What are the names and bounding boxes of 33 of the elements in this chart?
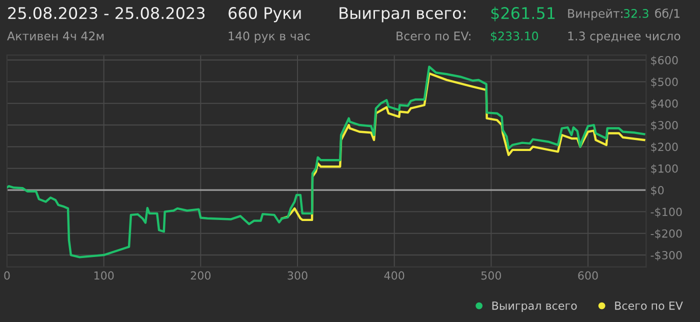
y-tick-label: $100	[651, 164, 678, 174]
y-tick-label: $400	[651, 99, 678, 110]
x-tick-label: 200	[190, 271, 211, 280]
y-tick-label: -$300	[650, 250, 682, 261]
text: Всего по EV:	[396, 32, 470, 40]
y-tick-label: $600	[651, 56, 678, 66]
text: Винрейт:	[568, 8, 622, 20]
y-tick-label: $200	[651, 142, 678, 153]
x-tick-label: 0	[4, 271, 10, 280]
y-tick-label: -$100	[650, 207, 682, 218]
line-series	[280, 72, 646, 222]
text: $261.51	[491, 6, 555, 22]
text: 140 рук в час	[228, 32, 310, 43]
line-series	[7, 66, 646, 258]
x-tick-label: 600	[578, 271, 598, 280]
text: 660 Руки	[228, 7, 301, 22]
x-tick-label: 500	[481, 271, 502, 280]
text: Выиграл всего:	[340, 7, 466, 22]
text: $233.10	[490, 31, 538, 42]
text: 1.3 среднее число	[568, 32, 680, 43]
x-tick-label: 300	[288, 271, 308, 280]
y-tick-label: $0	[651, 186, 664, 196]
text: бб/1	[655, 8, 680, 19]
x-tick-label: 400	[384, 271, 404, 280]
x-tick-label: 100	[94, 271, 114, 280]
y-tick-label: $500	[651, 77, 678, 88]
chart-title: 25.08.2023 - 25.08.2023	[8, 7, 205, 20]
text: Активен 4ч 42м	[7, 32, 104, 40]
legend-label: Выиграл всего	[492, 302, 577, 312]
text: 32.3	[624, 8, 648, 18]
legend-label: Всего по EV	[615, 302, 683, 310]
y-tick-label: -$200	[650, 229, 682, 240]
y-tick-label: $300	[651, 120, 678, 131]
